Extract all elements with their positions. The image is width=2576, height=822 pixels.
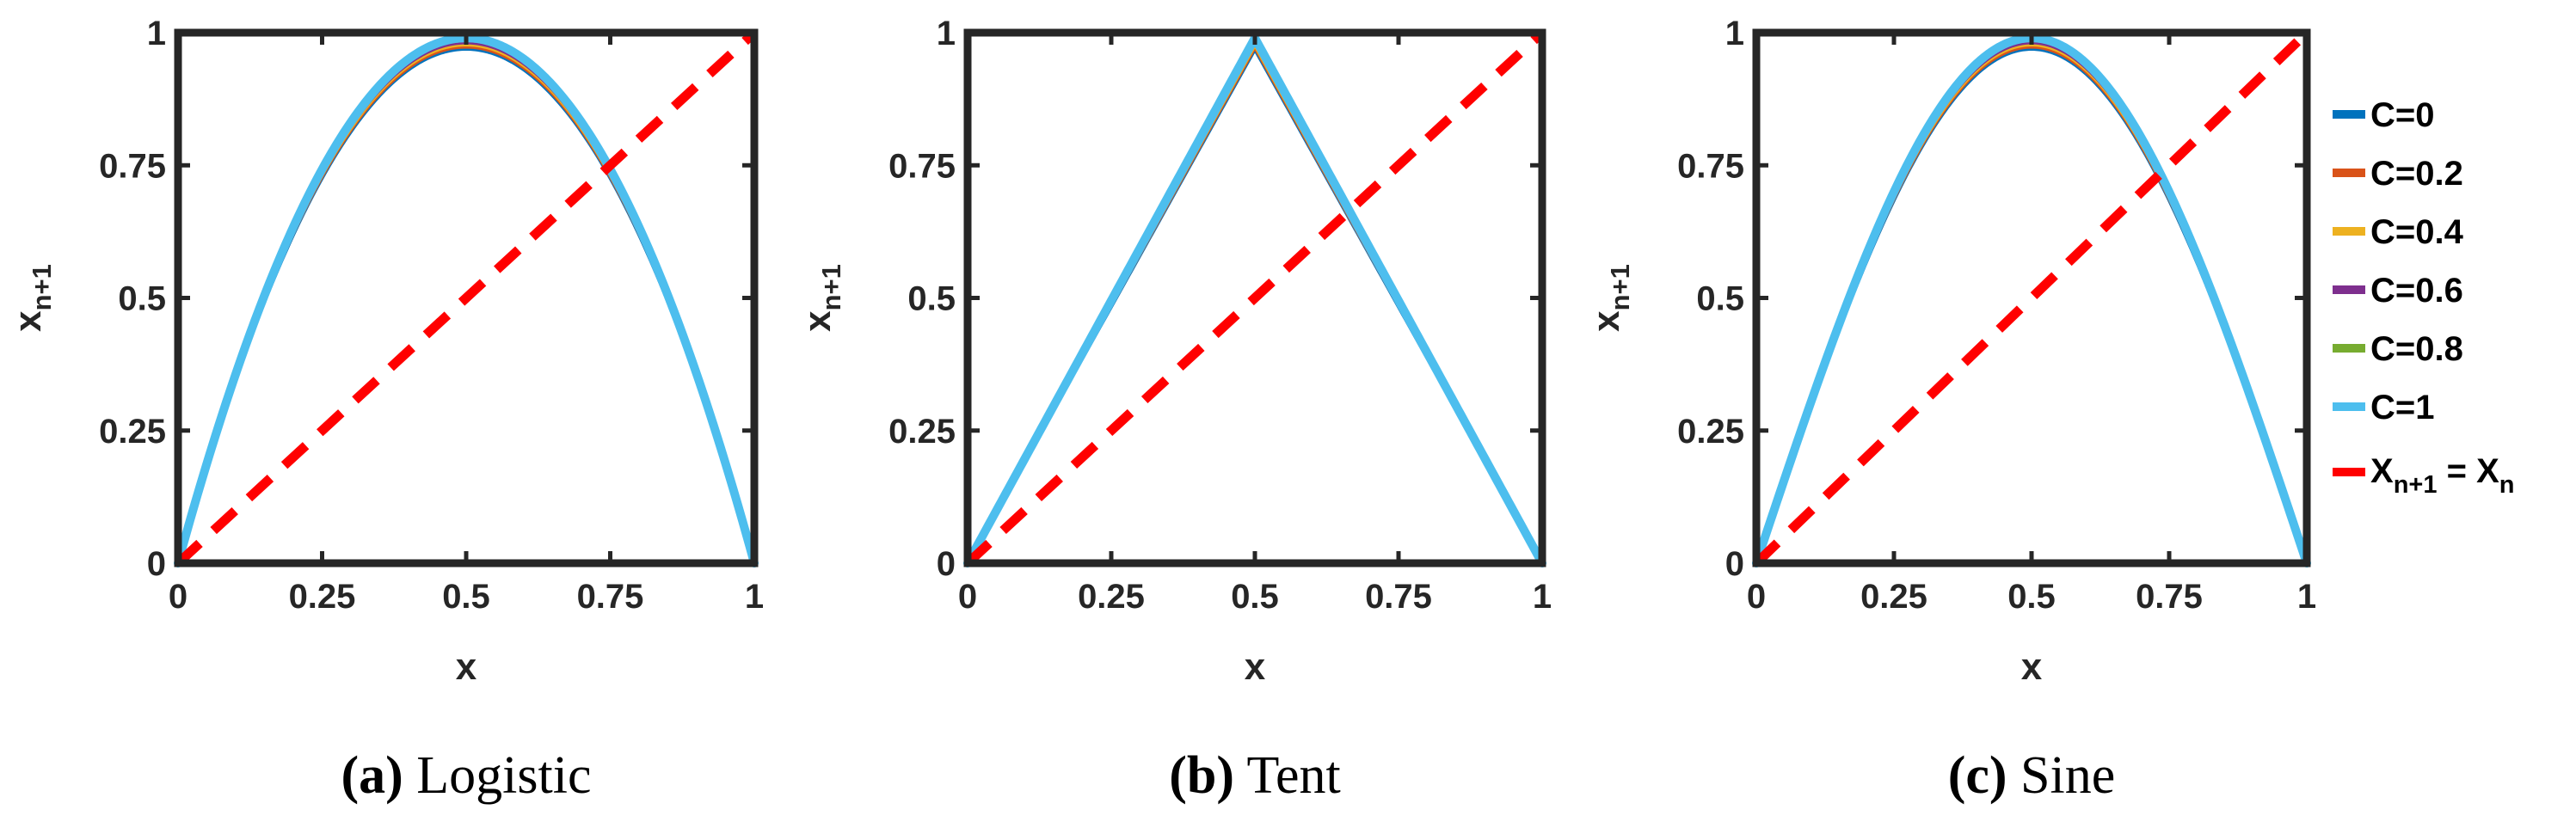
- x-tick-label: 0.75: [1365, 578, 1432, 616]
- x-tick-label: 0.5: [442, 578, 490, 616]
- x-axis-label: x: [1245, 646, 1266, 688]
- y-tick-label: 0.25: [888, 413, 956, 451]
- y-tick-label: 0: [1725, 545, 1744, 583]
- x-tick-label: 0: [958, 578, 977, 616]
- diagonal-line: [964, 28, 1546, 567]
- y-tick-label: 1: [147, 15, 166, 52]
- tick-layer: 0 0.25 0.5 0.75 1 0 0.25 0.5 0.75 1: [888, 15, 1552, 616]
- y-tick-label: 1: [1725, 15, 1744, 52]
- x-tick-label: 0: [169, 578, 188, 616]
- legend-label-C=0.8: C=0.8: [2370, 330, 2463, 368]
- y-tick-label: 0.25: [99, 413, 166, 451]
- diagonal-line: [1753, 29, 2310, 567]
- y-tick-label: 0.75: [888, 147, 956, 185]
- caption-c: (c) Sine: [1948, 746, 2116, 805]
- caption-b: (b) Tent: [1169, 746, 1340, 805]
- x-tick-label: 0.25: [1078, 578, 1145, 616]
- y-tick-label: 0.75: [1677, 147, 1744, 185]
- y-tick-label: 1: [937, 15, 956, 52]
- x-tick-label: 0.75: [2136, 578, 2203, 616]
- y-tick-label: 0: [147, 545, 166, 583]
- panel-logistic: 0 0.25 0.5 0.75 1 0 0.25 0.5 0.75 1 x xn+1 (a) Lo…: [7, 15, 764, 805]
- x-axis-label: x: [456, 646, 477, 688]
- x-tick-label: 1: [745, 578, 764, 616]
- diagonal-line: [175, 28, 758, 567]
- legend-label-C=0.6: C=0.6: [2370, 272, 2463, 310]
- legend-label-C=0.2: C=0.2: [2370, 155, 2463, 193]
- panel-sine: 0 0.25 0.5 0.75 1 0 0.25 0.5 0.75 1 x xn+1 (c) Si…: [1585, 15, 2316, 805]
- x-tick-label: 0: [1747, 578, 1766, 616]
- x-tick-label: 0.25: [1860, 578, 1927, 616]
- legend-label-diagonal: Xn+1 = Xn: [2370, 452, 2514, 499]
- x-tick-label: 1: [2297, 578, 2316, 616]
- y-axis-label: xn+1: [7, 264, 57, 332]
- legend-label-C=1: C=1: [2370, 389, 2435, 426]
- x-tick-label: 0.75: [577, 578, 644, 616]
- y-tick-label: 0.25: [1677, 413, 1744, 451]
- y-axis-label: xn+1: [1585, 264, 1635, 332]
- x-tick-label: 1: [1533, 578, 1552, 616]
- x-tick-label: 0.5: [1231, 578, 1279, 616]
- x-tick-label: 0.5: [2007, 578, 2056, 616]
- tick-layer: 0 0.25 0.5 0.75 1 0 0.25 0.5 0.75 1: [1677, 15, 2316, 616]
- y-axis-label: xn+1: [796, 264, 846, 332]
- y-tick-label: 0.5: [1696, 280, 1744, 318]
- legend-label-C=0: C=0: [2370, 96, 2435, 134]
- tick-layer: 0 0.25 0.5 0.75 1 0 0.25 0.5 0.75 1: [99, 15, 764, 616]
- y-tick-label: 0.5: [907, 280, 956, 318]
- panel-tent: 0 0.25 0.5 0.75 1 0 0.25 0.5 0.75 1 x xn+1 (b) Te…: [796, 15, 1552, 805]
- legend: C=0 C=0.2 C=0.4 C=0.6 C=0.8 C=1 Xn+1 = Xn: [2333, 96, 2514, 499]
- y-tick-label: 0.5: [118, 280, 166, 318]
- x-tick-label: 0.25: [289, 578, 356, 616]
- legend-label-C=0.4: C=0.4: [2370, 213, 2464, 251]
- caption-a: (a) Logistic: [341, 746, 592, 805]
- x-axis-label: x: [2021, 646, 2043, 688]
- legend-entries: C=0 C=0.2 C=0.4 C=0.6 C=0.8 C=1: [2333, 96, 2464, 426]
- y-tick-label: 0: [937, 545, 956, 583]
- y-tick-label: 0.75: [99, 147, 166, 185]
